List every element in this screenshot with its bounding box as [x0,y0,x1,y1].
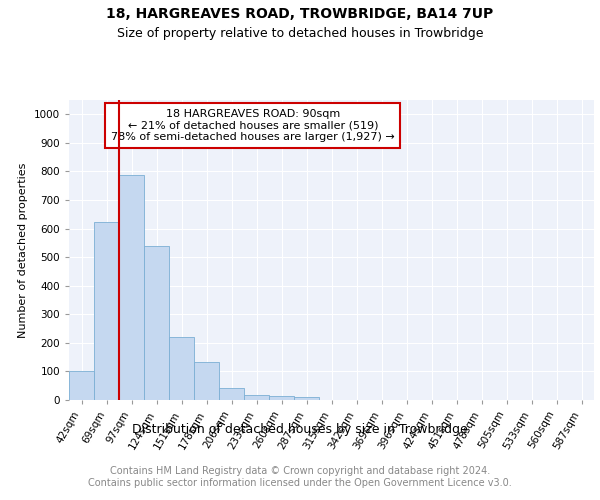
Bar [219,388,244,400]
Y-axis label: Number of detached properties: Number of detached properties [18,162,28,338]
Bar [94,222,119,400]
Text: 18, HARGREAVES ROAD, TROWBRIDGE, BA14 7UP: 18, HARGREAVES ROAD, TROWBRIDGE, BA14 7U… [106,8,494,22]
Text: 18 HARGREAVES ROAD: 90sqm
← 21% of detached houses are smaller (519)
78% of semi: 18 HARGREAVES ROAD: 90sqm ← 21% of detac… [111,109,395,142]
Bar [119,174,144,400]
Bar [69,370,94,400]
Bar [244,395,269,400]
Bar [294,396,319,400]
Text: Distribution of detached houses by size in Trowbridge: Distribution of detached houses by size … [132,422,468,436]
Bar [194,362,219,400]
Bar [144,246,169,400]
Bar [169,336,194,400]
Text: Contains HM Land Registry data © Crown copyright and database right 2024.
Contai: Contains HM Land Registry data © Crown c… [88,466,512,487]
Bar [269,396,294,400]
Text: Size of property relative to detached houses in Trowbridge: Size of property relative to detached ho… [117,28,483,40]
